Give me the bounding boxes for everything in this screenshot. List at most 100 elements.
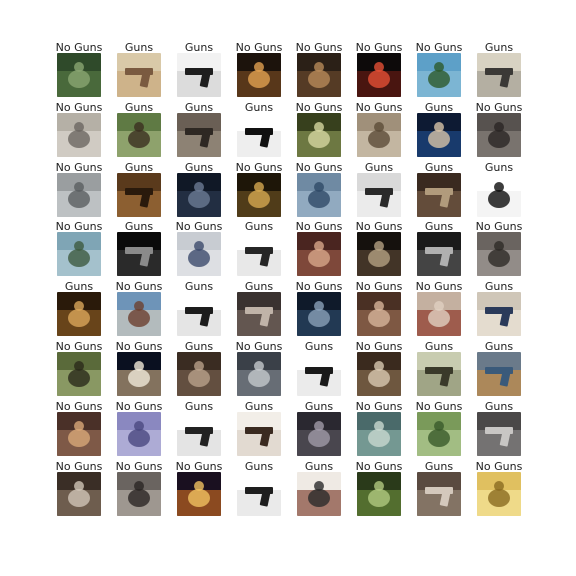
boy-with-gun-photo — [477, 352, 521, 396]
grid-cell: Guns — [477, 400, 521, 460]
cell-thumbnail — [117, 172, 161, 217]
grid-cell: Guns — [417, 101, 461, 161]
grid-cell: No Guns — [56, 101, 102, 161]
person-in-field-photo — [417, 411, 461, 456]
cell-thumbnail — [57, 53, 101, 97]
cell-thumbnail — [117, 471, 161, 516]
cell-label: Guns — [424, 100, 454, 114]
bicycle-photo — [117, 411, 161, 456]
cell-label: No Guns — [235, 340, 283, 353]
grid-cell: Guns — [237, 101, 281, 161]
grid-cell: Guns — [177, 41, 221, 101]
palm-trees-photo — [417, 53, 461, 97]
cell-label: No Guns — [295, 100, 343, 114]
motorcycle-photo — [417, 292, 461, 337]
cell-label: No Guns — [55, 220, 103, 234]
cell-thumbnail — [177, 172, 221, 217]
grid-cell: No Guns — [356, 460, 402, 520]
compact-pistol-photo — [177, 292, 221, 337]
grid-cell: No Guns — [476, 460, 522, 520]
cell-label: No Guns — [55, 459, 103, 473]
panda-with-gun-photo — [237, 112, 281, 157]
cell-thumbnail — [477, 352, 521, 396]
cell-label: No Guns — [175, 220, 223, 234]
cell-label: Guns — [424, 220, 454, 234]
sign-post-photo — [117, 292, 161, 337]
couple-with-gun-photo — [417, 172, 461, 217]
grid-cell: Guns — [297, 400, 341, 460]
gun-on-black-photo — [117, 232, 161, 277]
grid-cell: Guns — [117, 161, 161, 221]
knife-on-table-photo — [117, 471, 161, 516]
cell-thumbnail — [357, 232, 401, 277]
cell-thumbnail — [57, 352, 101, 396]
cell-label: No Guns — [355, 340, 403, 353]
large-pistol-photo — [237, 232, 281, 277]
cell-label: No Guns — [355, 459, 403, 473]
cell-thumbnail — [417, 112, 461, 157]
grid-cell: Guns — [477, 161, 521, 221]
night-city-photo — [177, 172, 221, 217]
dog-on-couch-photo — [57, 471, 101, 516]
grid-cell: No Guns — [356, 41, 402, 101]
cell-label: Guns — [64, 280, 94, 294]
woman-on-phone-photo — [237, 352, 281, 396]
cell-thumbnail — [177, 292, 221, 337]
cell-thumbnail — [477, 292, 521, 337]
cell-label: Guns — [244, 280, 274, 294]
woman-holding-gun-photo — [237, 411, 281, 456]
grid-cell: No Guns — [176, 460, 222, 520]
dog-on-grass-photo — [57, 53, 101, 97]
grid-cell: No Guns — [476, 101, 522, 161]
grid-cell: No Guns — [176, 220, 222, 280]
cell-label: Guns — [364, 160, 394, 174]
moss-closeup-photo — [297, 112, 341, 157]
cell-thumbnail — [177, 471, 221, 516]
cell-thumbnail — [237, 232, 281, 277]
cell-thumbnail — [417, 53, 461, 97]
cell-thumbnail — [477, 411, 521, 456]
cell-label: Guns — [484, 280, 514, 294]
white-background-pistol-photo — [297, 352, 341, 396]
cell-thumbnail — [357, 292, 401, 337]
cell-label: No Guns — [55, 160, 103, 174]
couple-dark-photo — [297, 411, 341, 456]
grid-cell: No Guns — [296, 220, 342, 280]
cat-photo — [57, 112, 101, 157]
grid-cell: No Guns — [356, 220, 402, 280]
cell-thumbnail — [477, 232, 521, 277]
cell-label: No Guns — [55, 340, 103, 353]
cell-label: No Guns — [475, 220, 523, 234]
cell-thumbnail — [297, 53, 341, 97]
pistol-photo — [177, 53, 221, 97]
cell-thumbnail — [417, 411, 461, 456]
cell-label: No Guns — [355, 399, 403, 413]
cell-thumbnail — [237, 172, 281, 217]
two-people-with-guns-photo — [417, 471, 461, 516]
cell-label: Guns — [184, 280, 214, 294]
cell-label: Guns — [124, 100, 154, 114]
cell-thumbnail — [357, 471, 401, 516]
cell-thumbnail — [117, 411, 161, 456]
gun-parts-photo — [477, 411, 521, 456]
hanging-gun-photo — [417, 352, 461, 396]
cell-label: No Guns — [295, 160, 343, 174]
cell-thumbnail — [297, 172, 341, 217]
grid-cell: Guns — [177, 280, 221, 340]
lake-shore-photo — [57, 232, 101, 277]
grid-cell: Guns — [117, 101, 161, 161]
cell-label: No Guns — [475, 100, 523, 114]
grid-cell: No Guns — [116, 400, 162, 460]
cell-thumbnail — [477, 172, 521, 217]
group-of-people-photo — [297, 232, 341, 277]
cell-thumbnail — [177, 411, 221, 456]
family-photo-photo — [57, 411, 101, 456]
grid-cell: No Guns — [296, 280, 342, 340]
cell-thumbnail — [237, 352, 281, 396]
cell-thumbnail — [417, 471, 461, 516]
gun-on-paper-photo — [477, 292, 521, 337]
cell-thumbnail — [297, 112, 341, 157]
cell-label: Guns — [484, 340, 514, 353]
cell-thumbnail — [237, 112, 281, 157]
metal-structure-photo — [57, 172, 101, 217]
